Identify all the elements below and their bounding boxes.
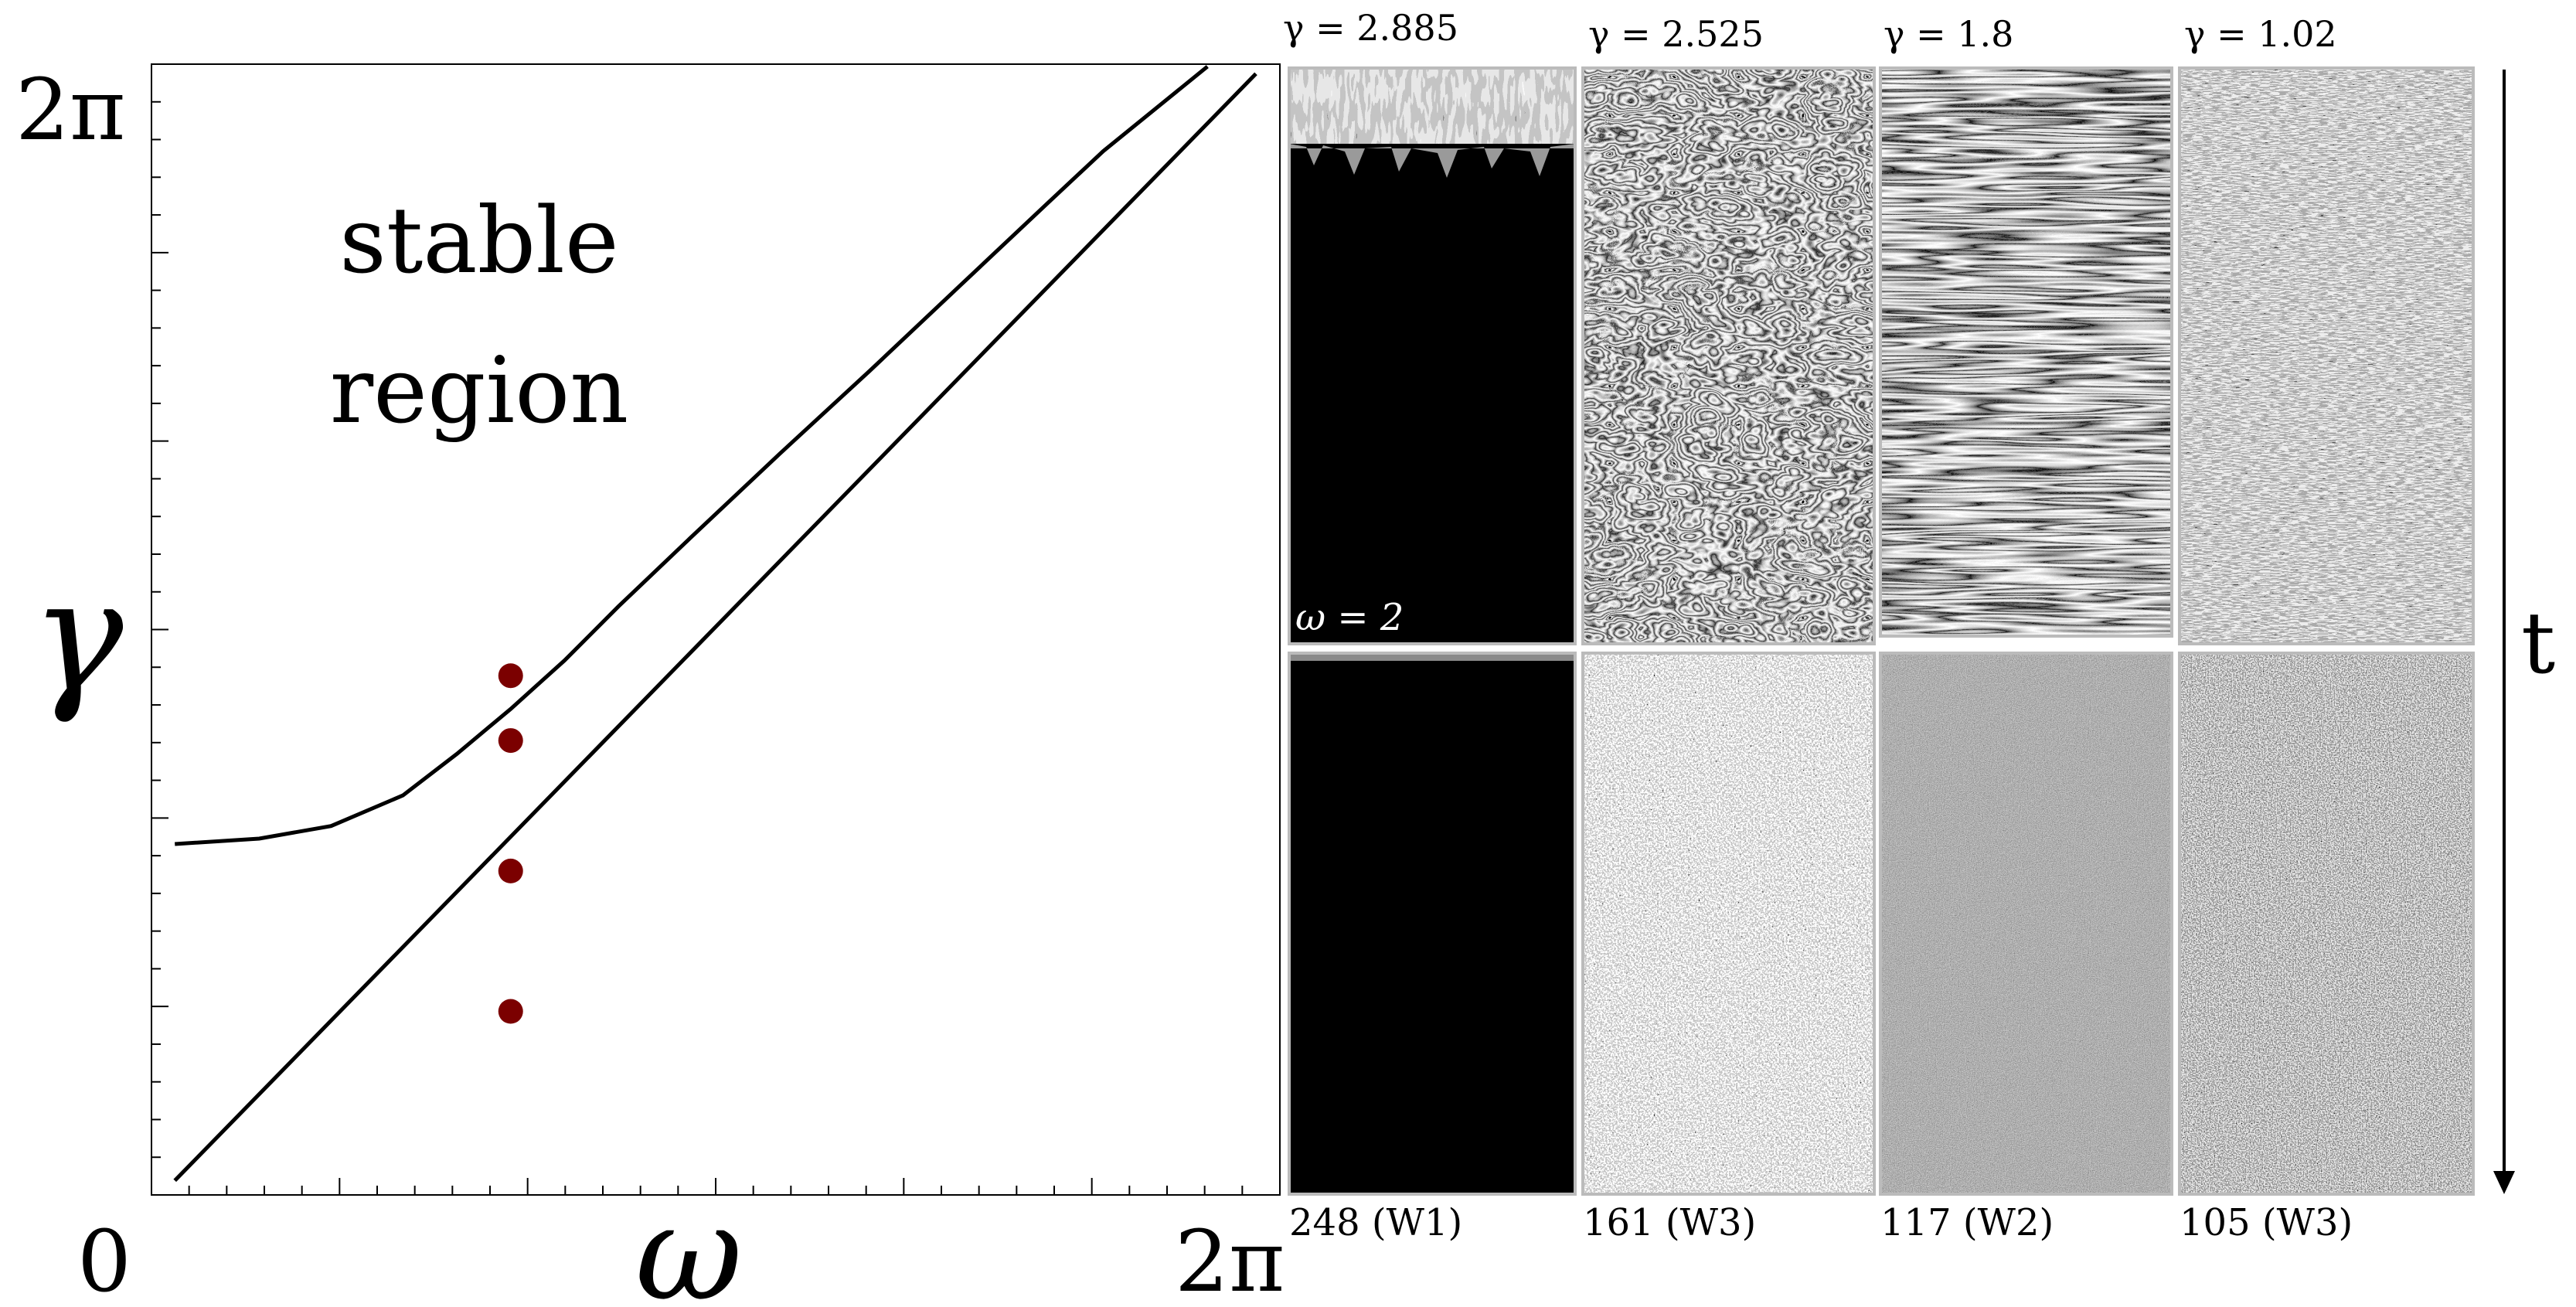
- caption-col2: 161 (W3): [1583, 1201, 1756, 1244]
- data-point-1: [498, 663, 523, 689]
- panel-bottom-col3: [1880, 653, 2172, 1194]
- lower-boundary-line: [173, 72, 1257, 1183]
- region-label: region: [330, 337, 629, 444]
- panel-bottom-col3-tint: [1880, 653, 2172, 1194]
- gamma-label-col4: γ = 1.02: [2184, 13, 2337, 55]
- y-max-label: 2π: [15, 60, 125, 159]
- y-axis-label: γ: [31, 546, 124, 727]
- gamma-label-col2: γ = 2.525: [1588, 13, 1764, 55]
- panel-bottom-col2-border: [1581, 652, 1876, 1196]
- panel-bottom-col4: [2180, 653, 2473, 1194]
- panel-bottom-col3-border: [1879, 652, 2173, 1196]
- caption-col4: 105 (W3): [2180, 1201, 2353, 1244]
- data-point-3: [498, 858, 523, 883]
- phase-diagram: stable region 2π γ 0 ω 2π: [15, 60, 1285, 1307]
- simulation-panels: γ = 2.885 ω = 2 248 (W1) γ = 2.525 161 (…: [1283, 7, 2555, 1244]
- gamma-label-col3: γ = 1.8: [1884, 13, 2013, 55]
- gamma-label-col1: γ = 2.885: [1283, 7, 1458, 49]
- panel-top-col4: [2180, 68, 2473, 644]
- caption-col3: 117 (W2): [1880, 1201, 2054, 1244]
- data-point-2: [498, 728, 523, 754]
- panel-bottom-col1: [1289, 653, 1575, 1194]
- x-min-label: 0: [77, 1212, 131, 1307]
- x-axis-label: ω: [635, 1177, 743, 1307]
- data-points: [498, 663, 523, 1024]
- time-arrow-head: [2493, 1171, 2515, 1194]
- panel-top-col2: [1583, 68, 1874, 644]
- upper-boundary-line: [175, 65, 1209, 846]
- stable-label: stable: [339, 187, 618, 294]
- panel-bottom-col1-top-edge: [1289, 653, 1575, 661]
- caption-col1: 248 (W1): [1289, 1201, 1462, 1244]
- panel-top-col1-cap: [1289, 68, 1575, 144]
- panel-top-col1-border: [1288, 66, 1577, 645]
- panel-top-col3: [1880, 68, 2172, 636]
- panel-bottom-col2: [1583, 653, 1874, 1194]
- panel-top-col3-border: [1879, 66, 2173, 638]
- panel-top-col1: [1289, 68, 1575, 644]
- x-max-label: 2π: [1175, 1212, 1285, 1307]
- panel-bottom-col1-border: [1288, 652, 1577, 1196]
- panel-bottom-col4-border: [2178, 652, 2475, 1196]
- panel-top-col4-border: [2178, 66, 2475, 645]
- time-label: t: [2521, 594, 2555, 693]
- panel-top-col2-border: [1581, 66, 1876, 645]
- omega-label: ω = 2: [1295, 596, 1404, 639]
- data-point-4: [498, 999, 523, 1024]
- axis-ticks: [151, 100, 1244, 1195]
- panel-top-col1-drips: [1289, 144, 1575, 178]
